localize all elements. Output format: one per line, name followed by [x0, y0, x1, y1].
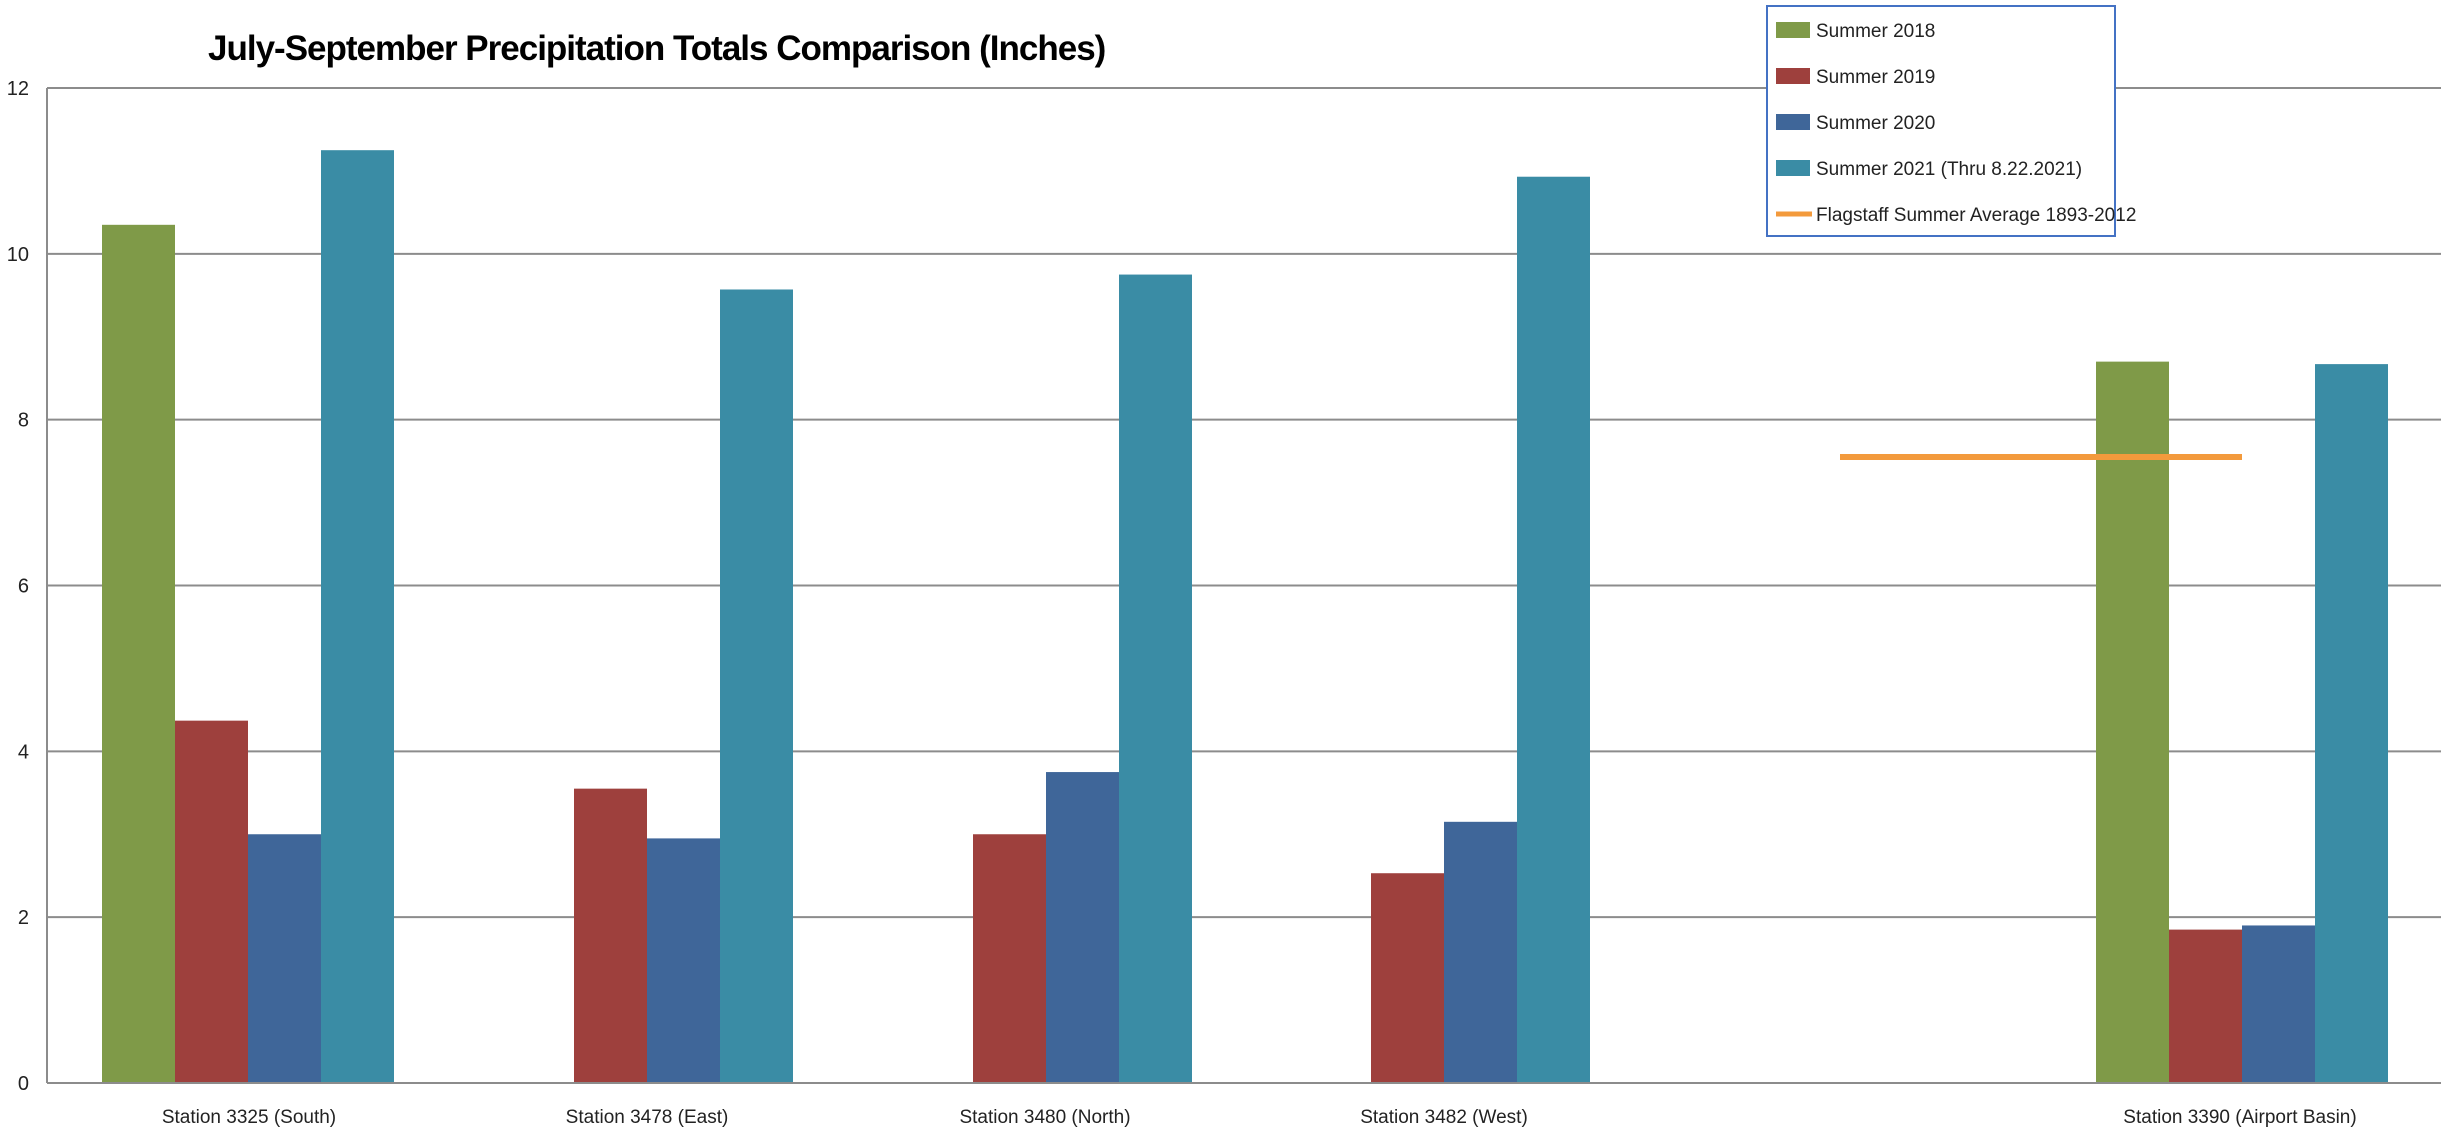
bar — [1517, 176, 1590, 1084]
bar — [2169, 929, 2242, 1083]
bar — [2242, 925, 2315, 1083]
y-tick-label: 6 — [18, 576, 29, 598]
bar — [720, 289, 793, 1083]
bars — [102, 150, 2388, 1084]
x-axis-category-labels: Station 3325 (South) Station 3478 (East) S… — [162, 1107, 2357, 1128]
bar — [102, 224, 175, 1083]
legend: Summer 2018 Summer 2019 Summer 2020 Summer … — [1766, 5, 2136, 237]
x-tick-label: Station 3482 (West) — [1360, 1107, 1528, 1128]
bar — [248, 834, 321, 1083]
bar — [1371, 873, 1444, 1083]
bar — [1046, 772, 1119, 1083]
x-tick-label: Station 3390 (Airport Basin) — [2123, 1107, 2356, 1128]
bar — [2096, 361, 2169, 1083]
legend-label: Summer 2019 — [1816, 67, 1935, 88]
legend-label: Summer 2021 (Thru 8.22.2021) — [1816, 159, 2082, 180]
axes — [46, 88, 2441, 1084]
bar — [1119, 274, 1192, 1083]
x-tick-label: Station 3478 (East) — [566, 1107, 729, 1128]
bar — [574, 788, 647, 1083]
bar — [321, 150, 394, 1083]
y-tick-label: 0 — [18, 1073, 29, 1095]
x-tick-label: Station 3480 (North) — [959, 1107, 1130, 1128]
legend-swatch — [1776, 22, 1810, 38]
legend-label: Summer 2018 — [1816, 21, 1935, 42]
chart-title: July-September Precipitation Totals Comp… — [208, 29, 1105, 68]
legend-swatch — [1776, 114, 1810, 130]
bar — [2315, 364, 2388, 1083]
legend-box — [1766, 5, 2116, 237]
y-tick-label: 2 — [18, 907, 29, 929]
grid-lines — [47, 87, 2441, 919]
x-tick-label: Station 3325 (South) — [162, 1107, 336, 1128]
bar — [973, 834, 1046, 1083]
bar — [175, 720, 248, 1083]
legend-label: Flagstaff Summer Average 1893-2012 — [1816, 205, 2136, 226]
y-tick-label: 8 — [18, 410, 29, 432]
y-tick-label: 12 — [7, 78, 29, 100]
y-tick-label: 4 — [18, 741, 29, 763]
legend-swatch — [1776, 160, 1810, 176]
legend-label: Summer 2020 — [1816, 113, 1935, 134]
y-tick-label: 10 — [7, 244, 29, 266]
bar — [647, 838, 720, 1083]
y-axis-ticks: 0 2 4 6 8 10 12 — [7, 78, 29, 1095]
bar — [1444, 821, 1517, 1083]
legend-swatch — [1776, 68, 1810, 84]
